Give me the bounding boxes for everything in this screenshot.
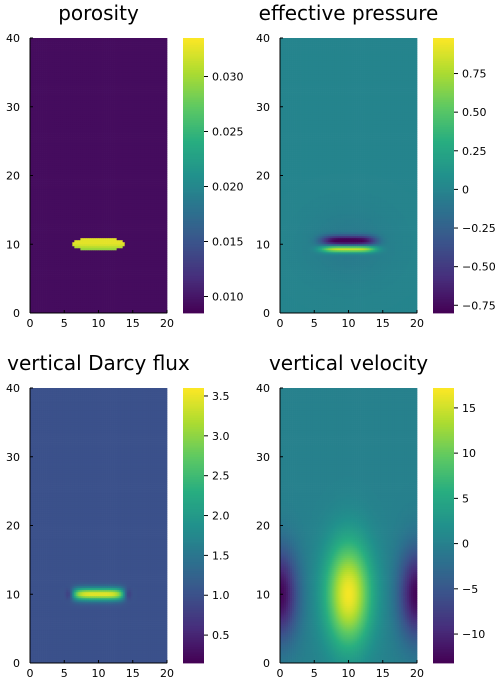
x-tick-label: 10 <box>92 667 106 680</box>
colorbar-tick-label: 2.0 <box>212 510 230 523</box>
y-tick-label: 40 <box>6 382 20 395</box>
colorbar-tick-label: −10 <box>462 628 485 641</box>
y-tick-label: 0 <box>13 657 20 670</box>
colorbar-tick-label: 0.020 <box>212 181 244 194</box>
x-tick-label: 5 <box>311 667 318 680</box>
panel-2: effective pressure 0 5 10 15 20 0 10 20 30 40 −0.75… <box>256 1 496 330</box>
heatmap <box>280 388 417 663</box>
x-tick-label: 0 <box>27 317 34 330</box>
heatmap <box>30 38 167 313</box>
colorbar-tick-label: 0.010 <box>212 291 244 304</box>
x-tick-label: 10 <box>342 317 356 330</box>
y-tick-label: 0 <box>263 657 270 670</box>
y-tick-label: 20 <box>6 170 20 183</box>
colorbar-tick-label: 0 <box>462 538 469 551</box>
y-tick-label: 10 <box>6 588 20 601</box>
colorbar-tick-label: 0.25 <box>462 145 487 158</box>
x-tick-label: 5 <box>61 667 68 680</box>
y-tick-label: 40 <box>6 32 20 45</box>
colorbar-tick-label: 1.5 <box>212 549 230 562</box>
colorbar-tick-label: −0.25 <box>462 222 496 235</box>
colorbar-tick-label: 0.75 <box>462 68 487 81</box>
x-tick-label: 20 <box>410 667 424 680</box>
x-tick-label: 0 <box>277 667 284 680</box>
x-tick-label: 0 <box>277 317 284 330</box>
colorbar-tick-label: 10 <box>462 447 476 460</box>
colorbar: −10 −5 0 5 10 15 <box>433 388 485 663</box>
y-tick-label: 10 <box>6 238 20 251</box>
colorbar-tick-label: 2.5 <box>212 470 230 483</box>
colorbar-tick-label: 15 <box>462 402 476 415</box>
panel-title: vertical velocity <box>269 351 428 375</box>
y-tick-label: 40 <box>256 32 270 45</box>
colorbar: −0.75 −0.50 −0.25 0 0.25 0.50 0.75 <box>433 38 496 313</box>
colorbar-tick-label: 3.5 <box>212 390 230 403</box>
colorbar-tick-label: 0.015 <box>212 236 244 249</box>
panel-title: effective pressure <box>259 1 439 25</box>
x-tick-label: 5 <box>61 317 68 330</box>
colorbar-tick-label: 0.030 <box>212 71 244 84</box>
y-tick-label: 40 <box>256 382 270 395</box>
panel-title: vertical Darcy flux <box>7 351 190 375</box>
colorbar-tick-label: 0.5 <box>212 629 230 642</box>
colorbar-tick-label: −0.75 <box>462 299 496 312</box>
panel-4: vertical velocity 0 5 10 15 20 0 10 20 30 40 −10 −5 0… <box>256 351 485 680</box>
y-tick-label: 10 <box>256 588 270 601</box>
colorbar-tick-label: −0.50 <box>462 261 496 274</box>
x-tick-label: 15 <box>376 667 390 680</box>
colorbar-tick-label: 1.0 <box>212 589 230 602</box>
panel-title: porosity <box>58 1 139 25</box>
colorbar-tick-label: 3.0 <box>212 430 230 443</box>
y-tick-label: 0 <box>263 307 270 320</box>
panel-1: porosity 0 5 10 15 20 0 10 20 30 40 0.010 0.015 0.020… <box>6 1 244 330</box>
colorbar-tick-label: −5 <box>462 583 478 596</box>
heatmap <box>30 388 167 663</box>
y-tick-label: 30 <box>256 101 270 114</box>
y-tick-label: 0 <box>13 307 20 320</box>
colorbar-tick-label: 5 <box>462 492 469 505</box>
heatmap <box>280 38 417 313</box>
colorbar-tick-label: 0.025 <box>212 126 244 139</box>
x-tick-label: 5 <box>311 317 318 330</box>
panel-3: vertical Darcy flux 0 5 10 15 20 0 10 20 30 40 0.5 1… <box>6 351 230 680</box>
colorbar-tick-label: 0 <box>462 183 469 196</box>
x-tick-label: 10 <box>342 667 356 680</box>
x-tick-label: 10 <box>92 317 106 330</box>
x-tick-label: 20 <box>160 667 174 680</box>
colorbar: 0.5 1.0 1.5 2.0 2.5 3.0 3.5 <box>183 388 230 663</box>
x-tick-label: 0 <box>27 667 34 680</box>
y-tick-label: 20 <box>6 520 20 533</box>
colorbar-tick-label: 0.50 <box>462 106 487 119</box>
y-tick-label: 30 <box>6 101 20 114</box>
x-tick-label: 15 <box>126 667 140 680</box>
x-tick-label: 15 <box>126 317 140 330</box>
x-tick-label: 15 <box>376 317 390 330</box>
y-tick-label: 30 <box>256 451 270 464</box>
y-tick-label: 30 <box>6 451 20 464</box>
x-tick-label: 20 <box>410 317 424 330</box>
y-tick-label: 10 <box>256 238 270 251</box>
x-tick-label: 20 <box>160 317 174 330</box>
colorbar: 0.010 0.015 0.020 0.025 0.030 <box>183 38 244 313</box>
y-tick-label: 20 <box>256 520 270 533</box>
y-tick-label: 20 <box>256 170 270 183</box>
